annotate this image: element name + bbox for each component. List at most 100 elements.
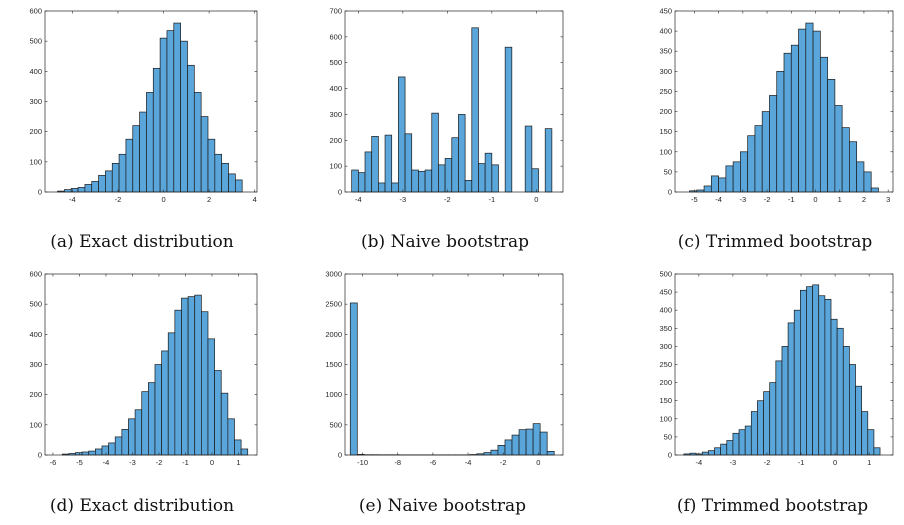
histogram-d-bar-14 [154,364,162,456]
histogram-f-ytick-label-10: 500 [659,270,672,279]
histogram-d-bar-9 [121,429,129,456]
histogram-f: -4 -3 -2 -1 0 1 0 50 100 150 200 250 300 350 400 450 500 [659,270,894,467]
histogram-f-bar-22 [818,295,826,456]
histogram-e-xtick-label-1: -8 [394,458,401,467]
histogram-c-bar-11 [769,95,778,193]
histogram-a-bar-25 [228,173,236,193]
histogram-e-ytick-label-0: 0 [338,451,342,460]
histogram-b-bar-19 [478,163,486,193]
histogram-b-ytick-label-7: 700 [329,7,342,16]
histogram-b-bar-15 [451,137,459,193]
histogram-b-bar-1 [357,172,366,193]
histogram-d-ytick-label-4: 400 [29,330,42,339]
histogram-a-ytick-label-1: 100 [29,157,42,166]
histogram-d-ytick-label-0: 0 [38,451,42,460]
histogram-f-bar-14 [769,382,777,456]
histogram-f-ytick-label-0: 0 [668,451,672,460]
histogram-b-bar-18 [471,27,479,193]
histogram-f-bar-29 [861,411,869,456]
histogram-a-bar-11 [132,125,140,193]
histogram-a-bar-24 [221,162,229,193]
histogram-f-bar-21 [812,284,820,456]
histogram-b-ytick-label-5: 500 [329,58,342,67]
histogram-b-bar-27 [531,168,539,193]
histogram-f-xtick-label-0: -4 [696,458,703,467]
histogram-b-ytick-label-4: 400 [329,84,342,93]
caption-f: (f) Trimmed bootstrap [676,496,869,516]
histogram-c-bar-21 [841,127,850,193]
histogram-a-ytick-label-5: 500 [29,37,42,46]
histogram-f-bar-30 [867,429,875,456]
histogram-b-ytick-label-0: 0 [338,188,342,197]
histogram-e-bar-23 [511,434,520,456]
caption-b: (b) Naive bootstrap [361,232,529,252]
histogram-d-xtick-label-7: 1 [236,458,240,467]
histogram-e: -10 -8 -6 -4 -2 0 0 500 1000 1500 2000 2500 3000 [325,270,564,467]
histogram-f-ytick-label-8: 400 [659,306,672,315]
histogram-f-bar-7 [726,440,734,456]
histogram-d-bar-11 [134,409,143,456]
histogram-f-ytick-label-2: 100 [659,414,672,423]
histogram-f-bar-13 [763,391,771,456]
histogram-f-bar-26 [842,346,850,456]
histogram-a-bar-17 [173,22,181,193]
histogram-d-bar-22 [207,338,215,456]
histogram-a-bar-3 [77,187,86,193]
histogram-c-bar-8 [747,135,756,193]
histogram-c-ytick-label-8: 400 [659,27,672,36]
histogram-b-bar-20 [484,152,493,193]
histogram-c-bar-25 [870,187,879,193]
histogram-a-xtick-label-1: -2 [115,195,122,204]
histogram-d-bar-8 [114,436,123,456]
histogram-e-ytick-label-6: 3000 [325,270,342,279]
histogram-e-bar-20 [490,449,499,456]
histogram-a-xtick-label-0: -4 [69,195,76,204]
histogram-c-xtick-label-6: 1 [838,195,842,204]
histogram-c-bar-15 [798,28,807,193]
histogram-f-bar-6 [720,443,728,456]
histogram-d-xtick-label-1: -5 [76,458,83,467]
histogram-e-bar-0 [349,302,358,456]
histogram-b-bar-16 [458,114,466,193]
histogram-f-ytick-label-9: 450 [659,288,672,297]
histogram-f-bar-11 [750,411,758,456]
histogram-e-bar-21 [497,445,506,456]
histogram-c-xtick-label-8: 3 [886,195,890,204]
histogram-c-bar-20 [834,105,843,193]
histogram-b-bar-21 [491,164,499,193]
histogram-d-bar-18 [181,297,189,456]
histogram-e-bar-19 [483,452,492,456]
histogram-c-ytick-label-4: 200 [659,107,672,116]
histogram-d-bar-23 [214,370,222,456]
histogram-c-frame [674,10,894,193]
histogram-a-xtick-label-4: 4 [253,195,257,204]
histogram-e-ytick-label-2: 1000 [325,390,342,399]
histogram-d-bar-17 [174,309,182,456]
histogram-b-bar-13 [438,164,446,193]
histogram-f-ytick-label-4: 200 [659,378,672,387]
histogram-d-bar-13 [147,382,156,456]
histogram-d-xtick-label-4: -2 [156,458,163,467]
histogram-f-xtick-label-5: 1 [867,458,871,467]
histogram-d-bar-24 [220,392,229,456]
histogram-f-bar-24 [830,318,838,456]
histogram-b-bar-0 [351,169,359,193]
histogram-c: -5 -4 -3 -2 -1 0 1 2 3 0 50 100 150 200 250 300 350 400 45… [659,7,894,204]
histogram-panel-c: -5 -4 -3 -2 -1 0 1 2 3 0 50 100 150 200 250 300 350 400 45… [650,7,900,207]
histogram-panel-f: -4 -3 -2 -1 0 1 0 50 100 150 200 250 300 350 400 450 500 [645,270,900,470]
histogram-b-xtick-label-2: -2 [444,195,451,204]
histogram-a-ytick-label-2: 200 [29,127,42,136]
histogram-e-bar-26 [532,423,541,456]
histogram-f-bar-15 [775,360,783,456]
histogram-c-bar-4 [718,177,727,193]
histogram-a-bar-12 [139,111,147,193]
histogram-c-ytick-label-1: 50 [664,167,672,176]
histogram-a-bar-16 [166,30,175,193]
histogram-d-xtick-label-5: -1 [182,458,189,467]
histogram-b-xtick-label-4: 0 [534,195,538,204]
histogram-a-bar-6 [98,175,106,193]
histogram-b-ytick-label-2: 200 [329,136,342,145]
histogram-c-bar-16 [805,22,814,193]
histogram-c-ytick-label-9: 450 [659,7,672,16]
histogram-d-bar-5 [94,448,103,456]
